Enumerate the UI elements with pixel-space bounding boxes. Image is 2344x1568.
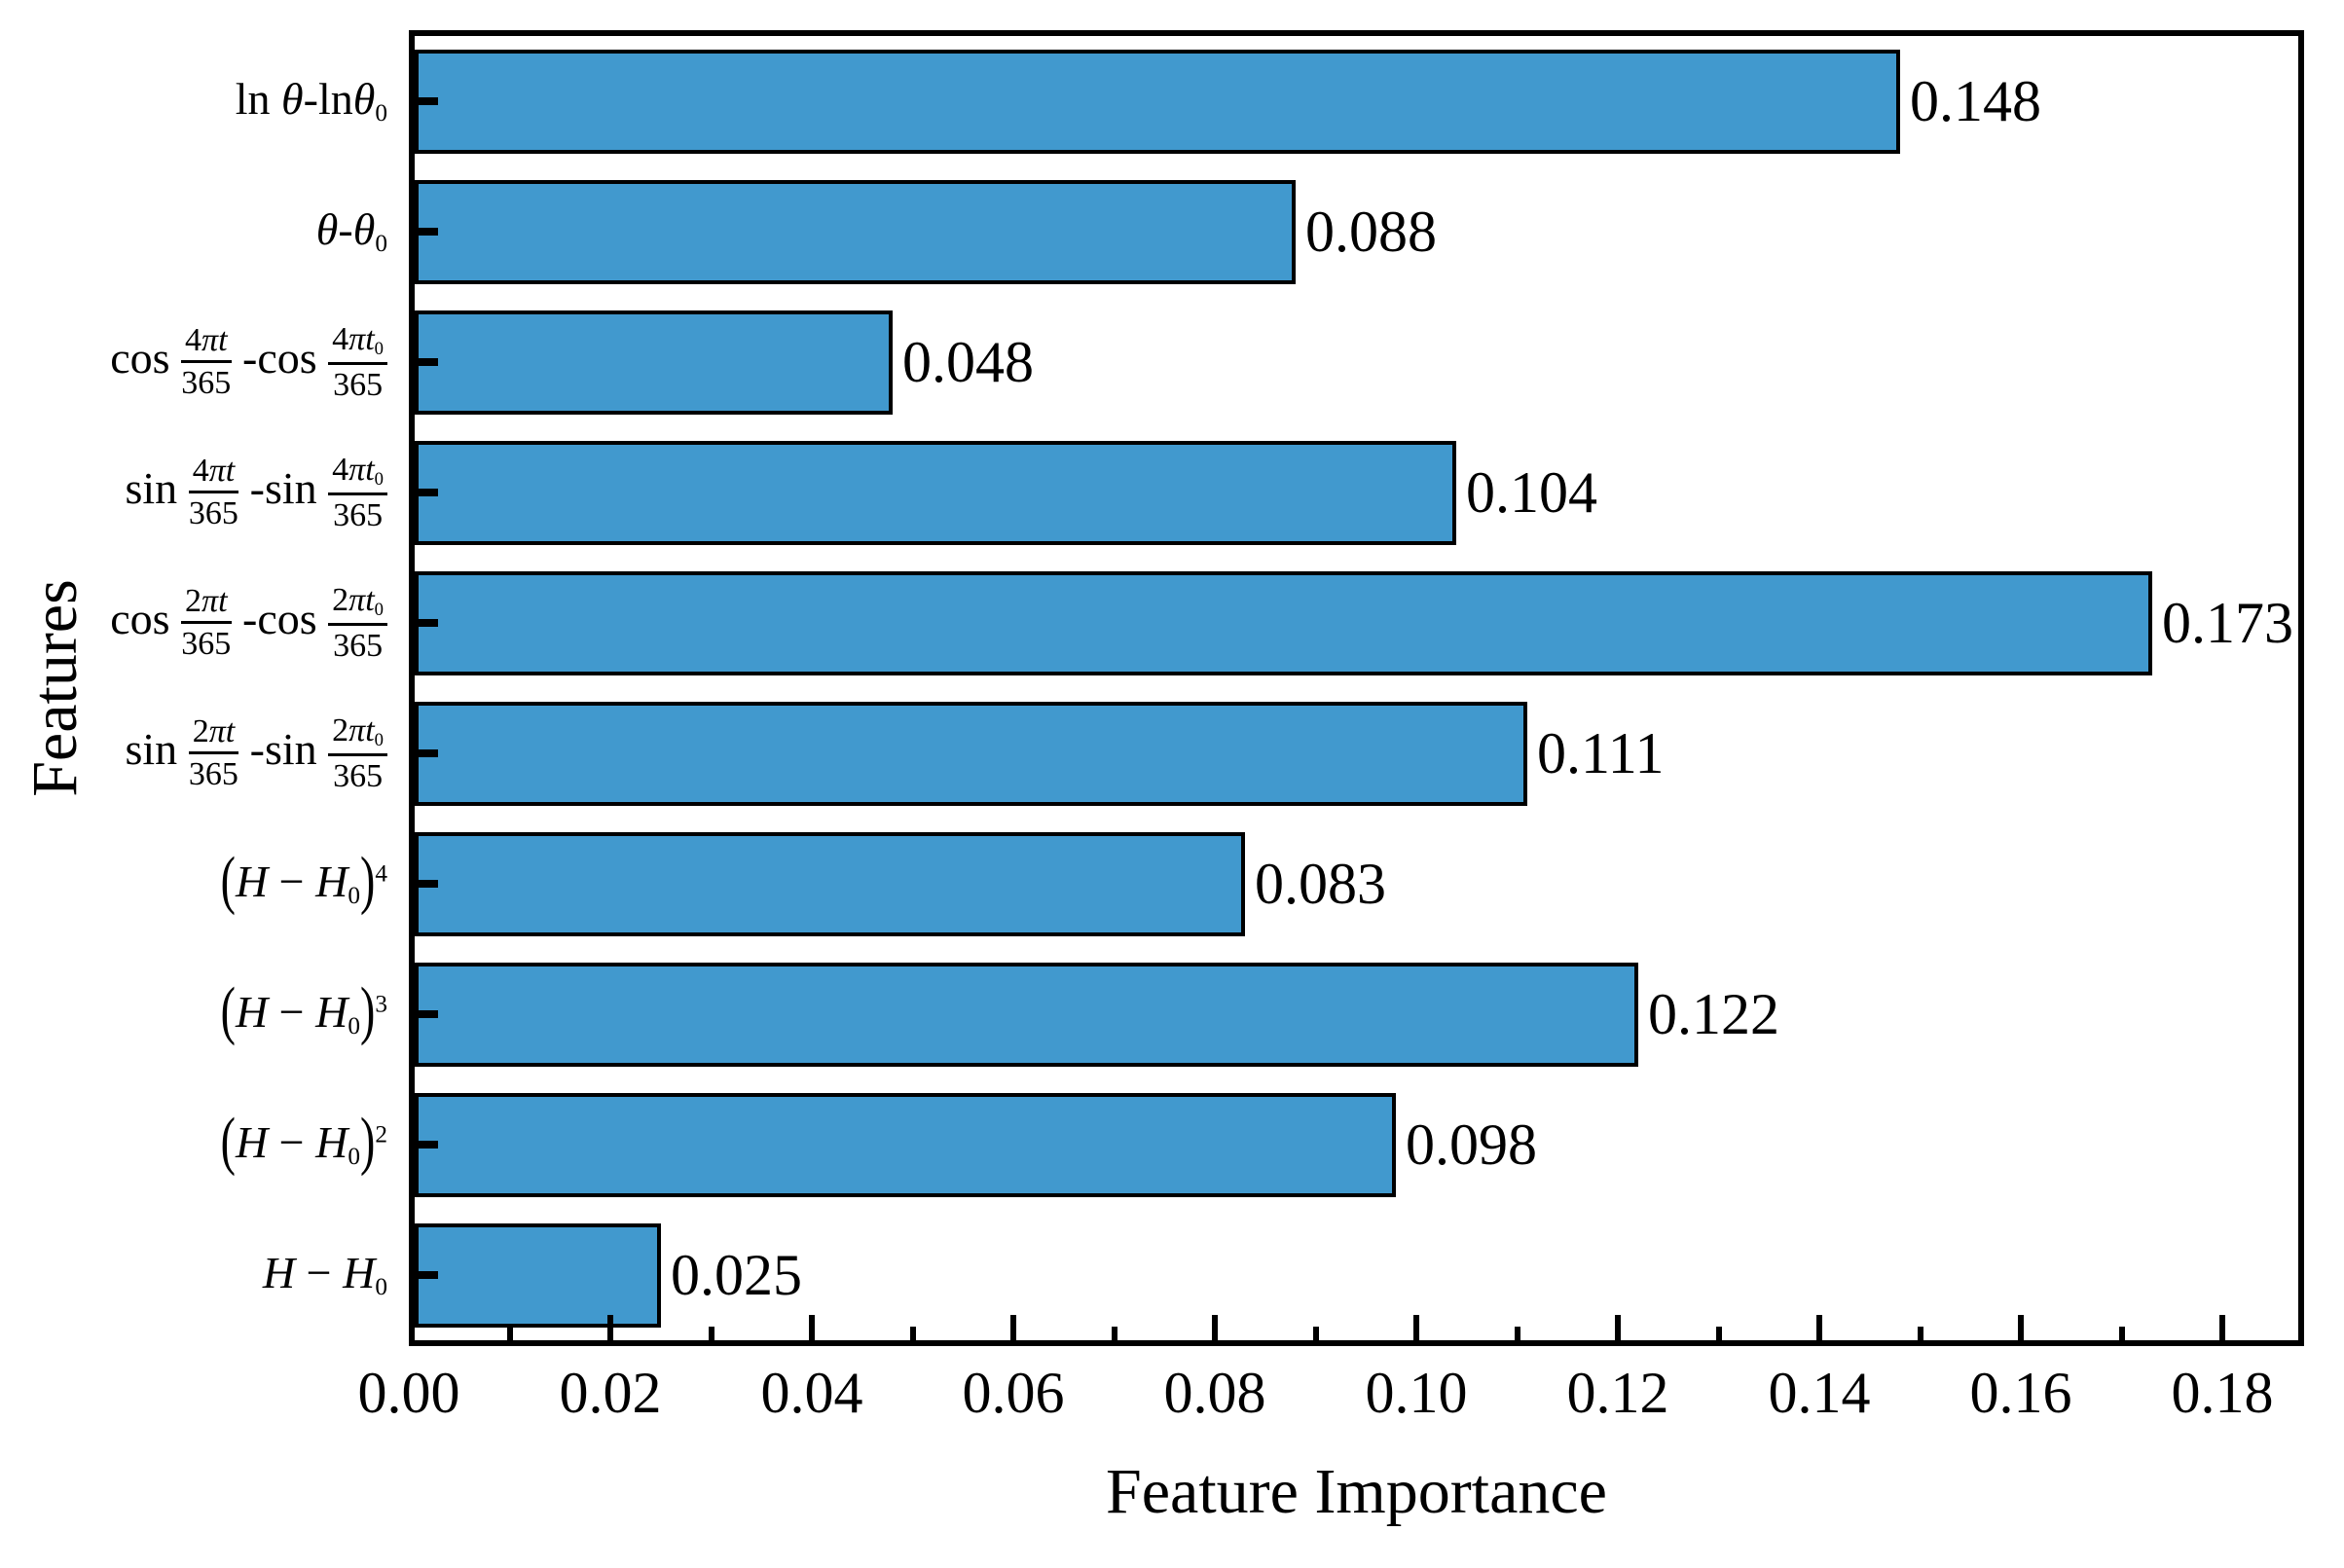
bar-value-label: 0.088 — [1305, 200, 1437, 264]
x-tick-label: 0.12 — [1566, 1361, 1669, 1425]
math-label: sin 2πt 365 -sin 2πt0 365 — [126, 712, 387, 794]
math-label: H − H0 — [262, 1247, 387, 1300]
x-axis-major-tick — [809, 1315, 815, 1340]
category-label: (H − H0)3 — [0, 949, 387, 1079]
category-label: sin 4πt 365 -sin 4πt0 365 — [0, 427, 387, 558]
x-axis-minor-tick — [507, 1327, 513, 1340]
x-tick-label: 0.06 — [962, 1361, 1065, 1425]
x-axis-major-tick — [607, 1315, 613, 1340]
bar-value-label: 0.111 — [1537, 721, 1665, 785]
x-axis-minor-tick — [1112, 1327, 1117, 1340]
x-axis-major-tick — [1212, 1315, 1218, 1340]
x-axis-major-tick — [1816, 1315, 1822, 1340]
math-label: sin 4πt 365 -sin 4πt0 365 — [126, 452, 387, 533]
math-label: (H − H0)4 — [220, 843, 387, 916]
x-tick-label: 0.08 — [1163, 1361, 1266, 1425]
x-axis-minor-tick — [910, 1327, 916, 1340]
math-label: ln θ-lnθ0 — [235, 73, 387, 127]
x-tick-label: 0.16 — [1969, 1361, 2072, 1425]
math-label: (H − H0)2 — [220, 1104, 387, 1177]
x-tick-label: 0.00 — [357, 1361, 460, 1425]
x-tick-label: 0.10 — [1365, 1361, 1468, 1425]
bar-value-label: 0.104 — [1466, 460, 1597, 525]
y-axis-tick — [415, 489, 438, 496]
fraction: 2πt 365 — [188, 712, 239, 793]
bar-value-label: 0.148 — [1910, 69, 2041, 133]
category-label: sin 2πt 365 -sin 2πt0 365 — [0, 688, 387, 819]
category-label: H − H0 — [0, 1210, 387, 1340]
category-label: cos 4πt 365 -cos 4πt0 365 — [0, 297, 387, 427]
bar-6 — [415, 831, 1245, 936]
fraction: 4πt0 365 — [328, 321, 387, 403]
math-label: θ-θ0 — [315, 203, 387, 257]
x-axis-minor-tick — [2119, 1327, 2125, 1340]
category-label: θ-θ0 — [0, 166, 387, 297]
bar-2 — [415, 310, 893, 415]
y-axis-tick — [415, 97, 438, 105]
y-axis-tick — [415, 1141, 438, 1149]
fraction: 4πt 365 — [188, 452, 239, 532]
bar-9 — [415, 1222, 661, 1328]
fraction: 2πt 365 — [181, 582, 232, 663]
y-axis-tick — [415, 228, 438, 236]
bar-0 — [415, 49, 1900, 154]
bar-value-label: 0.083 — [1255, 852, 1386, 916]
x-axis-minor-tick — [1313, 1327, 1319, 1340]
x-axis-major-tick — [2018, 1315, 2024, 1340]
category-label: (H − H0)2 — [0, 1079, 387, 1210]
x-axis-major-tick — [1413, 1315, 1419, 1340]
x-tick-label: 0.02 — [559, 1361, 662, 1425]
x-axis-major-tick — [1010, 1315, 1016, 1340]
category-label: (H − H0)4 — [0, 819, 387, 949]
y-axis-tick — [415, 358, 438, 366]
y-axis-tick — [415, 1271, 438, 1279]
math-label: cos 4πt 365 -cos 4πt0 365 — [110, 321, 387, 403]
math-label: cos 2πt 365 -cos 2πt0 365 — [110, 582, 387, 664]
x-tick-label: 0.14 — [1768, 1361, 1871, 1425]
category-label: ln θ-lnθ0 — [0, 36, 387, 166]
x-axis-minor-tick — [1716, 1327, 1722, 1340]
plot-area — [409, 30, 2304, 1346]
y-axis-tick — [415, 749, 438, 757]
bar-3 — [415, 440, 1456, 545]
x-axis-minor-tick — [709, 1327, 714, 1340]
bar-value-label: 0.122 — [1648, 982, 1779, 1046]
bar-value-label: 0.025 — [671, 1243, 802, 1307]
category-label: cos 2πt 365 -cos 2πt0 365 — [0, 558, 387, 688]
fraction: 2πt0 365 — [328, 712, 387, 794]
y-axis-tick — [415, 880, 438, 888]
x-axis-major-tick — [1615, 1315, 1621, 1340]
bar-5 — [415, 701, 1527, 806]
y-axis-tick — [415, 619, 438, 627]
x-axis-title: Feature Importance — [1106, 1456, 1607, 1527]
x-axis-minor-tick — [1515, 1327, 1520, 1340]
fraction: 4πt0 365 — [328, 452, 387, 533]
bar-value-label: 0.098 — [1406, 1112, 1537, 1177]
fraction: 2πt0 365 — [328, 582, 387, 664]
bar-7 — [415, 962, 1638, 1067]
y-axis-tick — [415, 1010, 438, 1018]
x-tick-label: 0.18 — [2171, 1361, 2274, 1425]
x-tick-label: 0.04 — [760, 1361, 863, 1425]
math-label: (H − H0)3 — [220, 973, 387, 1046]
bar-value-label: 0.048 — [902, 330, 1034, 394]
x-axis-minor-tick — [1918, 1327, 1923, 1340]
bar-4 — [415, 570, 2152, 675]
fraction: 4πt 365 — [181, 321, 232, 402]
x-axis-major-tick — [2219, 1315, 2225, 1340]
bar-8 — [415, 1092, 1396, 1197]
bar-value-label: 0.173 — [2162, 591, 2293, 655]
bar-1 — [415, 179, 1296, 284]
